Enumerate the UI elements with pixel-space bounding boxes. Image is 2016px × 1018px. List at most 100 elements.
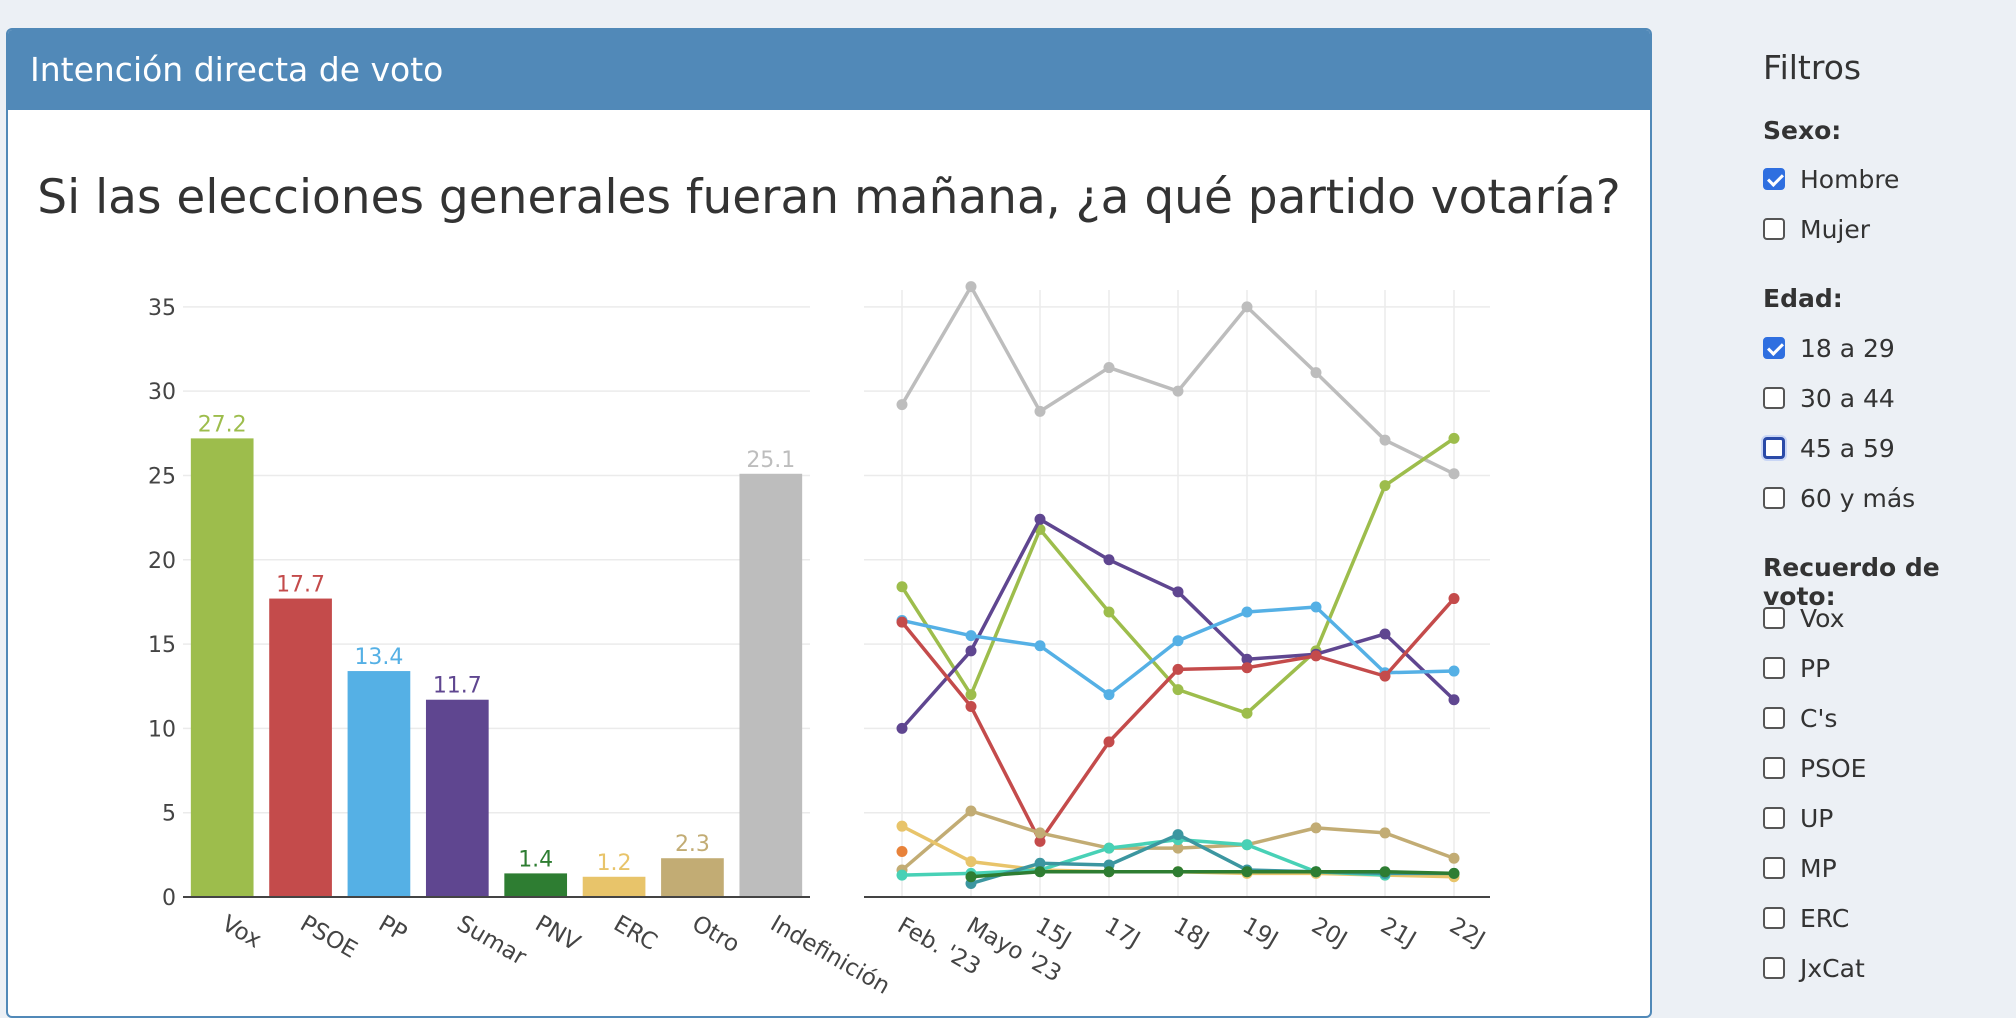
series-point	[1310, 866, 1322, 878]
filter-option-label: PSOE	[1800, 753, 1867, 783]
series-point	[896, 399, 908, 411]
filter-option-label: ERC	[1800, 903, 1850, 933]
bar	[582, 876, 646, 897]
bar-x-tick-label: Vox	[217, 911, 265, 954]
bar-value-label: 13.4	[354, 645, 403, 670]
series-point	[1172, 829, 1184, 841]
series-point	[1241, 839, 1253, 851]
series-point	[965, 856, 977, 868]
series-point	[1310, 650, 1322, 662]
bar	[661, 858, 724, 897]
checkbox[interactable]	[1763, 607, 1785, 629]
series-point	[1034, 835, 1046, 847]
filter-option-pp[interactable]: PP	[1763, 653, 1830, 683]
filter-option-jxcat[interactable]: JxCat	[1763, 953, 1865, 983]
checkbox[interactable]	[1763, 707, 1785, 729]
filter-option-hombre[interactable]: Hombre	[1763, 164, 1899, 194]
bar-x-tick-label: PP	[374, 911, 411, 947]
series-point	[1172, 842, 1184, 854]
series-point	[896, 869, 908, 881]
filter-option-mujer[interactable]: Mujer	[1763, 214, 1870, 244]
series-point	[1448, 694, 1460, 706]
series-point	[1379, 480, 1391, 492]
filter-option-mp[interactable]: MP	[1763, 853, 1837, 883]
bar	[504, 873, 568, 897]
series-point	[1172, 385, 1184, 397]
bar-y-tick-label: 25	[148, 464, 176, 489]
series-point	[965, 805, 977, 817]
filters-title: Filtros	[1763, 48, 1862, 87]
line-x-tick-label: 20J	[1307, 913, 1351, 954]
checkbox[interactable]	[1763, 437, 1785, 459]
bar-value-label: 1.4	[518, 847, 553, 872]
filter-option-up[interactable]: UP	[1763, 803, 1833, 833]
series-point	[1448, 852, 1460, 864]
series-point	[1103, 736, 1115, 748]
bar-x-tick-label: Sumar	[452, 911, 531, 971]
bar	[739, 473, 803, 897]
filter-option-erc[interactable]: ERC	[1763, 903, 1849, 933]
filter-option-label: PP	[1800, 653, 1831, 683]
checkbox[interactable]	[1763, 957, 1785, 979]
filter-option-c-s[interactable]: C's	[1763, 703, 1837, 733]
bar	[425, 699, 489, 897]
checkbox[interactable]	[1763, 907, 1785, 929]
series-point	[1103, 689, 1115, 701]
filter-option-label: Vox	[1800, 603, 1845, 633]
vote-intention-charts: 0 5 10 15 20 25 30 35 27.2 Vox 17.7 PSOE 13.4 PP 11.7 S…	[148, 281, 1490, 998]
filter-option-45-a-59[interactable]: 45 a 59	[1763, 433, 1895, 463]
series-point	[896, 820, 908, 832]
series-point	[1310, 822, 1322, 834]
series-point	[1034, 866, 1046, 878]
line-x-tick-label: 19J	[1238, 913, 1282, 954]
series-point	[1448, 665, 1460, 677]
filter-option-60-y-más[interactable]: 60 y más	[1763, 483, 1915, 513]
bar-value-label: 25.1	[746, 448, 795, 473]
bar-x-tick-label: PNV	[531, 911, 585, 957]
bar-y-tick-label: 0	[162, 886, 176, 911]
series-point	[1172, 663, 1184, 675]
filter-option-label: 45 a 59	[1800, 433, 1895, 463]
filter-group-label: Edad:	[1763, 284, 1843, 313]
checkbox[interactable]	[1763, 168, 1785, 190]
filter-option-label: Hombre	[1800, 164, 1900, 194]
filter-option-18-a-29[interactable]: 18 a 29	[1763, 333, 1895, 363]
bar-value-label: 17.7	[276, 573, 325, 598]
series-point	[1103, 866, 1115, 878]
series-point	[965, 630, 977, 642]
bar	[347, 671, 411, 897]
filter-option-label: C's	[1800, 703, 1838, 733]
series-point	[1379, 628, 1391, 640]
bar-y-tick-label: 15	[148, 633, 176, 658]
series-point	[1379, 827, 1391, 839]
checkbox[interactable]	[1763, 487, 1785, 509]
filter-option-vox[interactable]: Vox	[1763, 603, 1844, 633]
series-point	[896, 722, 908, 734]
checkbox[interactable]	[1763, 757, 1785, 779]
checkbox[interactable]	[1763, 657, 1785, 679]
line-x-tick-label: 21J	[1376, 913, 1420, 954]
series-point	[1241, 866, 1253, 878]
bar	[269, 598, 332, 897]
filter-option-psoe[interactable]: PSOE	[1763, 753, 1866, 783]
line-x-tick-label: 18J	[1169, 913, 1213, 954]
series-line	[901, 837, 1386, 877]
series-point	[1034, 640, 1046, 652]
series-point	[1241, 301, 1253, 313]
series-point	[1310, 367, 1322, 379]
series-point	[1241, 653, 1253, 665]
checkbox[interactable]	[1763, 857, 1785, 879]
filter-option-30-a-44[interactable]: 30 a 44	[1763, 383, 1895, 413]
checkbox[interactable]	[1763, 387, 1785, 409]
filter-group-label: Recuerdo de voto:	[1763, 553, 1940, 611]
checkbox[interactable]	[1763, 337, 1785, 359]
line-x-tick-label: 17J	[1100, 913, 1144, 954]
filters-sidebar: Filtros Sexo: Hombre Mujer Edad: 18 a 29 30 a…	[1763, 0, 2016, 998]
checkbox[interactable]	[1763, 218, 1785, 240]
checkbox[interactable]	[1763, 807, 1785, 829]
series-point	[1103, 554, 1115, 566]
series-point	[1103, 606, 1115, 618]
series-point	[1034, 827, 1046, 839]
bar	[190, 438, 254, 897]
series-line	[970, 869, 1455, 879]
